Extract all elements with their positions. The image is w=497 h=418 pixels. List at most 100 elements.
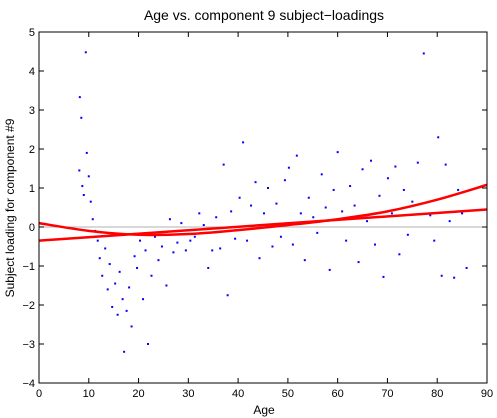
- data-point: [180, 222, 183, 225]
- data-point: [406, 233, 409, 236]
- data-point: [226, 294, 229, 297]
- y-tick-label: 4: [29, 66, 35, 78]
- data-point: [429, 214, 432, 217]
- data-point: [295, 154, 298, 157]
- data-point: [287, 166, 290, 169]
- data-point: [84, 51, 87, 54]
- plot-area: 0 10 20 30 40 50 60 70 80 90 −4 −3 −2 −1 0 1 2 3 4 5: [22, 27, 493, 400]
- chart-title: Age vs. component 9 subject−loadings: [144, 7, 384, 23]
- data-point: [461, 212, 464, 215]
- data-point: [291, 243, 294, 246]
- quadratic-fit-curve: [38, 183, 488, 237]
- data-point: [457, 188, 460, 191]
- data-point: [349, 185, 352, 188]
- x-tick-label: 60: [332, 388, 344, 400]
- data-point: [215, 216, 218, 219]
- data-point: [108, 263, 111, 266]
- data-point: [465, 266, 468, 269]
- data-point: [374, 243, 376, 246]
- data-point: [222, 163, 225, 166]
- data-point: [160, 245, 163, 248]
- y-tick-label: −1: [22, 261, 35, 273]
- data-point: [147, 343, 150, 345]
- y-tick-label: −3: [22, 339, 35, 351]
- data-point: [150, 274, 153, 277]
- x-tick-label: 90: [481, 388, 493, 400]
- data-point: [202, 224, 205, 227]
- x-tick-label: 70: [381, 388, 393, 400]
- data-point: [142, 298, 145, 301]
- data-point: [114, 282, 117, 285]
- x-tick-label: 0: [36, 388, 42, 400]
- data-point: [118, 270, 121, 273]
- scatter-points: [78, 51, 468, 353]
- data-point: [440, 274, 443, 277]
- data-point: [193, 235, 196, 238]
- data-point: [448, 220, 451, 223]
- x-tick-label: 50: [282, 388, 294, 400]
- data-point: [328, 268, 331, 271]
- data-point: [189, 239, 192, 242]
- data-point: [172, 251, 175, 254]
- data-point: [303, 259, 306, 262]
- data-point: [116, 313, 119, 316]
- data-point: [80, 116, 83, 119]
- y-tick-label: 2: [29, 144, 35, 156]
- y-tick-label: 5: [29, 27, 35, 39]
- axes-box: [38, 31, 488, 384]
- y-tick-label: 1: [29, 183, 35, 195]
- data-point: [307, 196, 310, 199]
- data-point: [258, 257, 261, 260]
- data-point: [87, 175, 90, 178]
- data-point: [324, 206, 327, 209]
- data-point: [121, 298, 124, 301]
- data-point: [394, 165, 397, 168]
- data-point: [437, 136, 440, 139]
- data-point: [207, 266, 210, 269]
- data-point: [128, 286, 131, 289]
- data-point: [81, 185, 84, 188]
- data-point: [246, 239, 249, 242]
- data-point: [332, 188, 335, 191]
- data-point: [266, 187, 269, 189]
- data-point: [176, 241, 179, 244]
- data-point: [234, 237, 237, 240]
- data-point: [136, 266, 139, 269]
- data-point: [242, 141, 245, 144]
- x-tick-label: 30: [182, 388, 194, 400]
- data-point: [299, 212, 302, 215]
- data-point: [78, 96, 81, 99]
- data-point: [106, 288, 109, 291]
- fit-curves: [38, 183, 488, 242]
- data-point: [366, 220, 369, 223]
- x-tick-label: 10: [83, 388, 95, 400]
- data-point: [316, 231, 319, 234]
- data-point: [416, 161, 419, 164]
- data-point: [133, 255, 136, 258]
- data-point: [198, 212, 201, 215]
- data-point: [219, 247, 222, 250]
- data-point: [444, 163, 447, 166]
- data-point: [453, 276, 456, 279]
- linear-fit-curve: [38, 208, 488, 242]
- y-axis-label: Subject loading for component #9: [3, 118, 17, 297]
- data-point: [184, 249, 187, 252]
- data-point: [275, 202, 278, 205]
- data-point: [398, 253, 401, 256]
- data-point: [254, 181, 257, 184]
- data-point: [382, 275, 385, 278]
- data-point: [91, 218, 94, 221]
- y-tick-label: 0: [29, 222, 35, 234]
- x-tick-label: 40: [232, 388, 244, 400]
- data-point: [130, 325, 133, 328]
- data-point: [82, 194, 85, 197]
- x-axis-ticks: 0 10 20 30 40 50 60 70 80 90: [36, 32, 493, 400]
- data-point: [165, 284, 168, 287]
- data-point: [168, 218, 171, 221]
- data-point: [386, 177, 389, 180]
- data-point: [78, 169, 81, 172]
- data-point: [104, 247, 107, 250]
- data-point: [123, 350, 126, 353]
- data-point: [85, 151, 88, 154]
- data-point: [111, 305, 114, 308]
